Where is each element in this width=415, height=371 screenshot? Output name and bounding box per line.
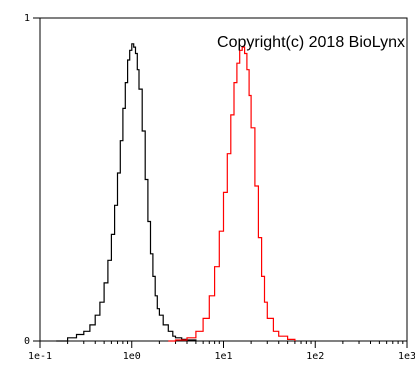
series-1-line bbox=[56, 43, 197, 342]
x-axis: 1e-1 1e0 1e1 1e2 1e3 bbox=[28, 341, 415, 362]
y-axis: 01 bbox=[24, 13, 40, 347]
series-layer bbox=[56, 43, 296, 342]
y-tick-label: 0 bbox=[24, 336, 30, 347]
copyright-annotation: Copyright(c) 2018 BioLynx bbox=[217, 34, 405, 51]
plot-frame bbox=[39, 17, 408, 342]
series-2-line bbox=[168, 46, 296, 342]
x-tick-label: 1e3 bbox=[398, 351, 415, 362]
x-tick-label: 1e2 bbox=[306, 351, 324, 362]
x-tick-label: 1e0 bbox=[123, 351, 141, 362]
y-tick-label: 1 bbox=[24, 13, 30, 24]
x-tick-label: 1e1 bbox=[214, 351, 232, 362]
x-tick-label: 1e-1 bbox=[28, 351, 52, 362]
